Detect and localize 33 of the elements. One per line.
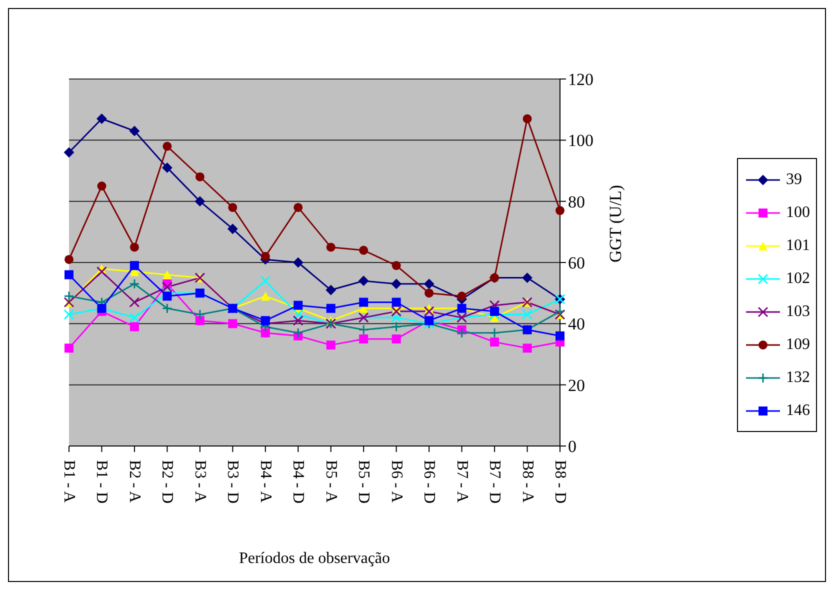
y-tick-label: 100 [568,131,594,150]
x-tick-label: B8 - D [552,460,568,504]
x-tick-label: B4 - D [290,460,307,504]
x-tick-label: B1 - A [60,460,78,504]
x-tick-label: B3 - A [191,460,208,504]
y-tick-label: 40 [568,314,585,334]
y-tick-label: 0 [568,437,576,456]
x-tick-label: B6 - D [420,460,438,504]
x-tick-label: B7 - D [486,460,504,504]
x-tick-label: B4 - A [256,460,274,504]
x-tick-label: B2 - A [126,460,143,504]
y-tick-label: 60 [568,254,585,273]
x-tick-label: B5 - A [322,460,340,504]
legend-label: 146 [786,402,810,420]
y-tick-label: 120 [568,70,594,90]
legend-label: 109 [786,336,810,354]
legend-label: 103 [786,302,810,320]
x-tick-label: B6 - A [388,460,405,504]
x-tick-label: B1 - D [93,460,110,504]
y-tick-label: 20 [568,376,585,395]
x-tick-label: B7 - A [453,460,470,504]
legend-label: 102 [786,270,810,288]
x-tick-label: B2 - D [158,460,176,504]
y-tick-label: 80 [568,192,585,212]
y-axis-title: GGT (U/L) [606,184,626,262]
legend-label: 101 [786,236,810,254]
x-tick-label: B8 - A [518,460,536,504]
legend-label: 132 [786,368,810,386]
x-axis-title: Períodos de observação [238,550,390,567]
legend-label: 39 [786,170,802,188]
x-tick-label: B5 - D [355,460,372,504]
legend-label: 100 [786,204,810,222]
x-tick-label: B3 - D [224,460,242,504]
